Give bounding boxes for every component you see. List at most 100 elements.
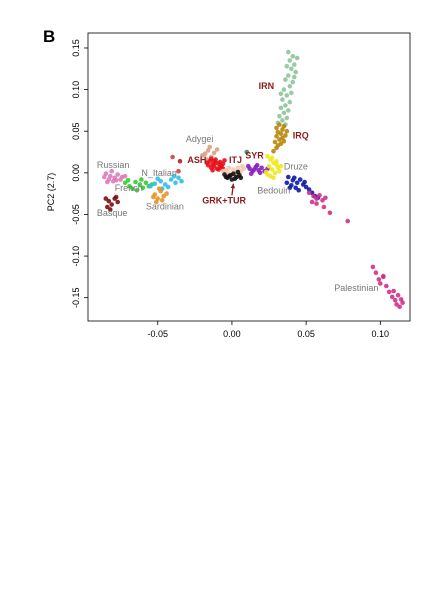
data-point (290, 54, 296, 59)
data-point (286, 108, 291, 113)
data-point (143, 180, 149, 186)
label-n-italian: N_Italian (141, 168, 177, 178)
data-point (289, 66, 294, 72)
data-point (297, 177, 303, 182)
data-point (140, 185, 146, 191)
data-point (327, 210, 333, 216)
series-palestinian (306, 190, 405, 310)
series-irn (275, 49, 300, 127)
data-point (381, 273, 386, 279)
data-point (314, 201, 319, 206)
data-point (321, 204, 327, 210)
data-point (278, 91, 284, 97)
data-point (226, 165, 232, 171)
data-point (286, 49, 291, 55)
data-point (277, 137, 282, 142)
data-point (292, 74, 297, 80)
data-point (254, 163, 260, 168)
label-grk-tur: GRK+TUR (202, 196, 246, 206)
data-point (122, 173, 128, 179)
data-point (223, 174, 229, 180)
data-point (323, 195, 328, 201)
series-extra-15 (176, 168, 181, 174)
data-point (373, 270, 379, 276)
data-point (274, 125, 279, 131)
data-point (284, 128, 290, 134)
data-point (170, 154, 175, 160)
data-point (284, 93, 290, 98)
x-axis: -0.05 0.00 0.05 0.10 (147, 321, 389, 339)
data-point (306, 187, 312, 192)
data-point (155, 176, 160, 181)
data-point (274, 133, 279, 139)
data-point (105, 179, 110, 185)
series-grk-tur (222, 169, 244, 182)
data-point (296, 188, 302, 193)
data-point (283, 103, 288, 108)
data-point (392, 297, 398, 303)
data-point (265, 153, 270, 159)
y-axis-title: PC2 (2.7) (46, 173, 56, 212)
data-point (287, 185, 293, 191)
data-point (286, 174, 291, 180)
label-adygei: Adygei (186, 134, 214, 144)
data-point (272, 139, 278, 145)
data-point (133, 179, 138, 185)
data-point (397, 304, 402, 310)
data-point (284, 115, 290, 121)
series-druze (263, 153, 284, 181)
data-point (302, 179, 307, 185)
data-point (271, 148, 276, 154)
label-french: French (115, 183, 143, 193)
data-point (228, 173, 233, 178)
data-point (235, 165, 241, 171)
data-point (173, 180, 178, 186)
label-irq: IRQ (293, 131, 309, 141)
data-point (293, 69, 299, 75)
data-point (370, 264, 376, 270)
data-point (277, 122, 282, 127)
data-point (165, 184, 171, 190)
data-point (395, 292, 401, 298)
data-point (211, 158, 217, 164)
series-extra-16 (170, 154, 175, 160)
data-point (118, 177, 123, 182)
data-point (278, 131, 284, 136)
data-point (156, 186, 162, 191)
data-point (152, 181, 158, 186)
data-point (179, 178, 184, 184)
data-point (171, 173, 177, 179)
data-point (306, 190, 312, 196)
x-tick-label: 0.05 (297, 329, 315, 339)
data-point (248, 171, 254, 176)
population-labels: Russian N_Italian French Basque Sardinian Ady… (97, 81, 378, 293)
data-point (134, 188, 140, 193)
data-point (148, 183, 153, 189)
data-point (290, 79, 296, 85)
data-point (400, 300, 405, 306)
label-druze: Druze (284, 162, 308, 172)
data-point (294, 180, 300, 186)
data-point (151, 194, 156, 200)
data-point (159, 198, 165, 203)
data-point (210, 168, 215, 173)
data-point (280, 118, 285, 123)
data-point (384, 283, 389, 289)
data-point (113, 194, 119, 200)
data-point (240, 163, 245, 169)
data-point (271, 175, 276, 181)
data-point (164, 191, 169, 196)
label-basque: Basque (97, 208, 128, 218)
data-point (168, 177, 174, 182)
data-point (280, 127, 285, 132)
data-point (284, 180, 290, 186)
data-point (278, 105, 284, 111)
data-points (102, 49, 405, 310)
data-point (246, 163, 251, 169)
data-point (376, 277, 382, 282)
data-point (137, 182, 143, 187)
data-point (113, 178, 119, 183)
data-point (154, 199, 159, 205)
label-palestinian: Palestinian (334, 283, 378, 293)
